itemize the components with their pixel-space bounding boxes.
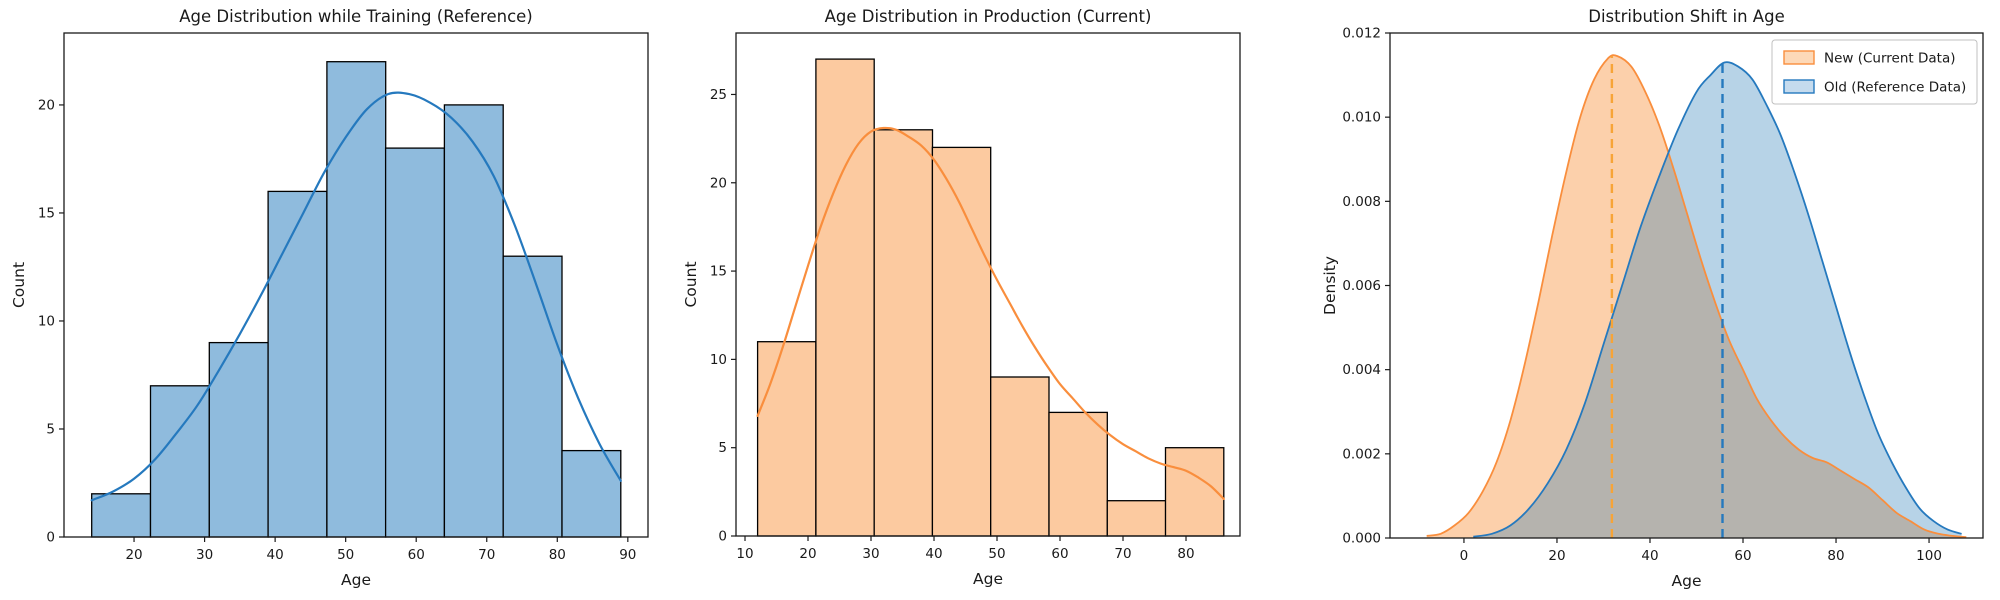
axes-frame: [63, 32, 649, 538]
y-axis-label: Count: [682, 261, 700, 307]
x-axis-label: Age: [973, 570, 1003, 588]
legend-label: New (Current Data): [1824, 51, 1956, 67]
x-tick-label: 40: [267, 547, 284, 563]
y-tick-label: 0.008: [1342, 194, 1381, 210]
y-tick-label: 10: [38, 313, 55, 329]
x-tick-label: 30: [862, 546, 879, 562]
histogram-bar: [931, 146, 992, 537]
y-axis-label: Density: [1321, 256, 1339, 315]
x-tick-label: 60: [1734, 548, 1751, 564]
y-axis-label: Count: [10, 262, 28, 308]
x-tick-label: 40: [925, 546, 942, 562]
subplot-0: 20 30 40 50 60 70 80 90 0 5 10 15 20 Age Distribution…: [10, 7, 649, 589]
chart-title: Age Distribution while Training (Referen…: [179, 7, 533, 26]
histogram-bar: [443, 104, 504, 538]
subplot-1: 10 20 30 40 50 60 70 80 0 5 10 15 20 25 Age Distributi…: [682, 7, 1241, 588]
kde-curve: [90, 91, 622, 502]
chart-title: Distribution Shift in Age: [1588, 7, 1784, 26]
x-tick-label: 50: [988, 546, 1005, 562]
kde-area: [1473, 62, 1962, 538]
histogram-bar: [873, 129, 934, 537]
y-tick-label: 20: [38, 97, 55, 113]
y-tick-label: 5: [718, 440, 727, 456]
kde-outline: [1426, 54, 1967, 539]
y-tick-label: 0.004: [1342, 362, 1381, 378]
x-tick-label: 20: [799, 546, 816, 562]
axes-frame: [735, 32, 1241, 537]
x-tick-label: 80: [1827, 548, 1844, 564]
histogram-bar: [990, 376, 1050, 537]
histogram-bar: [91, 493, 152, 538]
y-tick-label: 0: [46, 530, 55, 546]
kde-area: [1426, 55, 1967, 539]
chart-title: Age Distribution in Production (Current): [825, 7, 1152, 26]
x-tick-label: 90: [619, 547, 636, 563]
x-tick-label: 10: [736, 546, 753, 562]
kde-curve: [756, 126, 1225, 500]
x-tick-label: 80: [1177, 546, 1194, 562]
histogram-bar: [561, 449, 622, 538]
histogram-bar: [208, 341, 269, 538]
y-tick-label: 15: [710, 264, 727, 280]
x-tick-label: 100: [1916, 548, 1942, 564]
x-tick-label: 20: [1548, 548, 1565, 564]
x-tick-label: 60: [1051, 546, 1068, 562]
legend: New (Current Data) Old (Reference Data): [1771, 39, 1978, 105]
legend-label: Old (Reference Data): [1824, 80, 1966, 96]
histogram-bar: [267, 190, 328, 538]
y-tick-label: 20: [710, 175, 727, 191]
histogram-bar: [1164, 447, 1225, 537]
x-axis-label: Age: [341, 571, 371, 589]
x-tick-label: 30: [196, 547, 213, 563]
x-tick-label: 80: [549, 547, 566, 563]
histogram-bar: [502, 255, 563, 538]
histogram-bar: [384, 147, 446, 538]
y-tick-label: 15: [38, 205, 55, 221]
x-tick-label: 40: [1641, 548, 1658, 564]
x-tick-label: 20: [125, 547, 142, 563]
x-tick-label: 0: [1460, 548, 1469, 564]
histogram-bar: [1048, 411, 1108, 537]
x-tick-label: 70: [1114, 546, 1131, 562]
y-tick-label: 0.002: [1342, 446, 1381, 462]
histogram-bar: [326, 61, 387, 538]
histogram-bar: [815, 58, 875, 537]
y-tick-label: 10: [710, 352, 727, 368]
subplot-2: 0 20 40 60 80 100 0.000 0.002 0.004 0.006 0.008 0.0…: [1321, 7, 1984, 590]
histogram-bar: [1106, 500, 1167, 537]
y-tick-label: 0.012: [1342, 26, 1381, 42]
y-tick-label: 0.000: [1342, 531, 1381, 547]
histogram-bar: [149, 385, 210, 538]
kde-outline: [1473, 61, 1962, 538]
x-axis-label: Age: [1672, 572, 1702, 590]
y-tick-label: 5: [46, 421, 55, 437]
x-tick-label: 70: [478, 547, 495, 563]
histogram-bar: [756, 341, 817, 537]
y-tick-label: 25: [710, 87, 727, 103]
legend-swatch: [1783, 79, 1815, 94]
legend-swatch: [1783, 50, 1815, 65]
y-tick-label: 0: [718, 529, 727, 545]
x-tick-label: 50: [337, 547, 354, 563]
y-tick-label: 0.006: [1342, 278, 1381, 294]
legend-box: [1771, 39, 1978, 105]
y-tick-label: 0.010: [1342, 110, 1381, 126]
x-tick-label: 60: [408, 547, 425, 563]
